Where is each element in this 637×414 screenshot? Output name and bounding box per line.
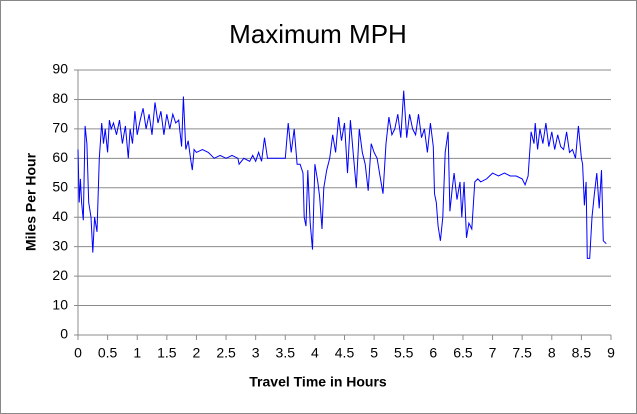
x-tick-label: 0: [74, 345, 82, 361]
y-tick-label: 60: [52, 149, 68, 165]
x-tick-label: 2.5: [216, 345, 236, 361]
y-tick-label: 90: [52, 61, 68, 77]
x-tick-label: 7.5: [512, 345, 532, 361]
x-tick-label: 5.5: [394, 345, 414, 361]
x-tick-label: 3.5: [276, 345, 296, 361]
x-tick-label: 1: [133, 345, 141, 361]
x-axis-label: Travel Time in Hours: [249, 374, 387, 390]
y-axis-label: Miles Per Hour: [23, 152, 39, 251]
y-tick-label: 70: [52, 120, 68, 136]
y-tick-label: 50: [52, 178, 68, 194]
x-tick-label: 0.5: [98, 345, 118, 361]
chart-title: Maximum MPH: [229, 19, 407, 49]
y-tick-label: 40: [52, 208, 68, 224]
y-tick-label: 30: [52, 237, 68, 253]
x-tick-label: 6: [429, 345, 437, 361]
y-tick-label: 20: [52, 267, 68, 283]
x-tick-label: 4.5: [335, 345, 355, 361]
x-tick-label: 7: [489, 345, 497, 361]
x-tick-label: 8: [548, 345, 556, 361]
x-tick-label: 8.5: [572, 345, 592, 361]
x-tick-label: 5: [370, 345, 378, 361]
x-tick-label: 6.5: [453, 345, 473, 361]
x-tick-label: 4: [311, 345, 319, 361]
y-tick-label: 10: [52, 296, 68, 312]
y-tick-label: 0: [60, 326, 68, 342]
y-tick-label: 80: [52, 90, 68, 106]
x-tick-label: 9: [607, 345, 615, 361]
x-tick-label: 1.5: [157, 345, 177, 361]
data-line: [77, 90, 607, 259]
x-tick-label: 3: [252, 345, 260, 361]
x-tick-label: 2: [193, 345, 201, 361]
